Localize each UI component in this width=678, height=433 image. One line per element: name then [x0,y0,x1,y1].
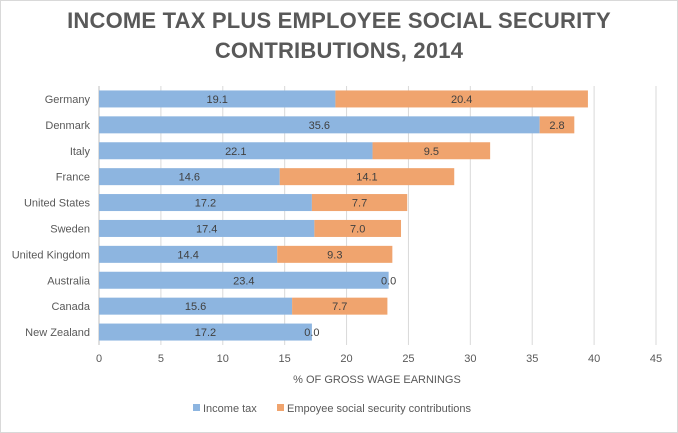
x-tick-label: 45 [650,353,662,365]
x-tick-label: 5 [158,353,164,365]
bar-social-security [279,168,455,186]
chart-title: INCOME TAX PLUS EMPLOYEE SOCIAL SECURITY… [0,6,678,66]
data-label: 22.1 [225,146,246,158]
data-label: 9.3 [327,249,342,261]
data-label: 14.1 [356,172,377,184]
x-tick-label: 10 [217,353,229,365]
legend-swatch-social-security [277,404,284,411]
category-label: United States [24,198,91,210]
data-label: 19.1 [206,94,227,106]
bar-social-security [277,245,393,263]
data-label: 14.4 [177,249,198,261]
category-label: Australia [47,275,91,287]
data-label: 7.0 [350,223,365,235]
bar-social-security [372,142,491,160]
category-label: Canada [51,301,90,313]
category-label: Germany [45,94,91,106]
category-label: Denmark [45,120,90,132]
bar-income-tax [99,194,312,212]
x-tick-label: 35 [526,353,538,365]
chart-title-line-1: INCOME TAX PLUS EMPLOYEE SOCIAL SECURITY [67,8,611,33]
category-label: Italy [70,146,91,158]
data-label: 17.2 [195,198,216,210]
bar-social-security [292,297,388,315]
data-label: 0.0 [381,275,396,287]
bar-income-tax [99,297,293,315]
data-label: 14.6 [179,172,200,184]
x-tick-label: 15 [279,353,291,365]
data-label: 2.8 [549,120,564,132]
bar-income-tax [99,142,373,160]
bar-income-tax [99,116,540,134]
bar-income-tax [99,90,336,108]
data-label: 20.4 [451,94,472,106]
data-label: 0.0 [304,327,319,339]
chart-title-line-2: CONTRIBUTIONS, 2014 [214,38,464,63]
data-label: 17.4 [196,223,217,235]
x-tick-label: 40 [588,353,600,365]
category-label: United Kingdom [12,249,90,261]
bar-income-tax [99,219,315,237]
x-tick-labels: 0 5 10 15 20 25 30 35 40 45 [96,353,662,365]
data-label: 23.4 [233,275,254,287]
bar-income-tax [99,168,280,186]
category-labels: Germany Denmark Italy France United States Sw… [12,94,91,339]
legend: Income tax Empoyee social security contri… [193,403,472,415]
legend-swatch-income-tax [193,404,200,411]
data-label: 7.7 [332,301,347,313]
bar-social-security [311,194,408,212]
bars [99,90,588,341]
data-label: 9.5 [424,146,439,158]
bar-income-tax [99,271,389,289]
legend-label: Empoyee social security contributions [287,403,472,415]
bar-social-security [335,90,588,108]
x-tick-label: 30 [464,353,476,365]
category-label: Sweden [50,223,90,235]
bar-income-tax [99,245,278,263]
bar-social-security [539,116,575,134]
data-label: 15.6 [185,301,206,313]
data-label: 35.6 [309,120,330,132]
category-label: France [56,172,90,184]
data-label: 7.7 [352,198,367,210]
x-axis-label: % OF GROSS WAGE EARNINGS [293,374,461,386]
bar-social-security [314,219,402,237]
data-label: 17.2 [195,327,216,339]
x-tick-label: 0 [96,353,102,365]
x-tick-label: 20 [340,353,352,365]
x-tick-label: 25 [402,353,414,365]
legend-label: Income tax [203,403,257,415]
bar-income-tax [99,323,312,341]
data-labels: 19.1 20.4 35.6 2.8 22.1 9.5 14.6 14.1 17.2 7.7 17.… [177,94,564,339]
category-label: New Zealand [25,327,90,339]
